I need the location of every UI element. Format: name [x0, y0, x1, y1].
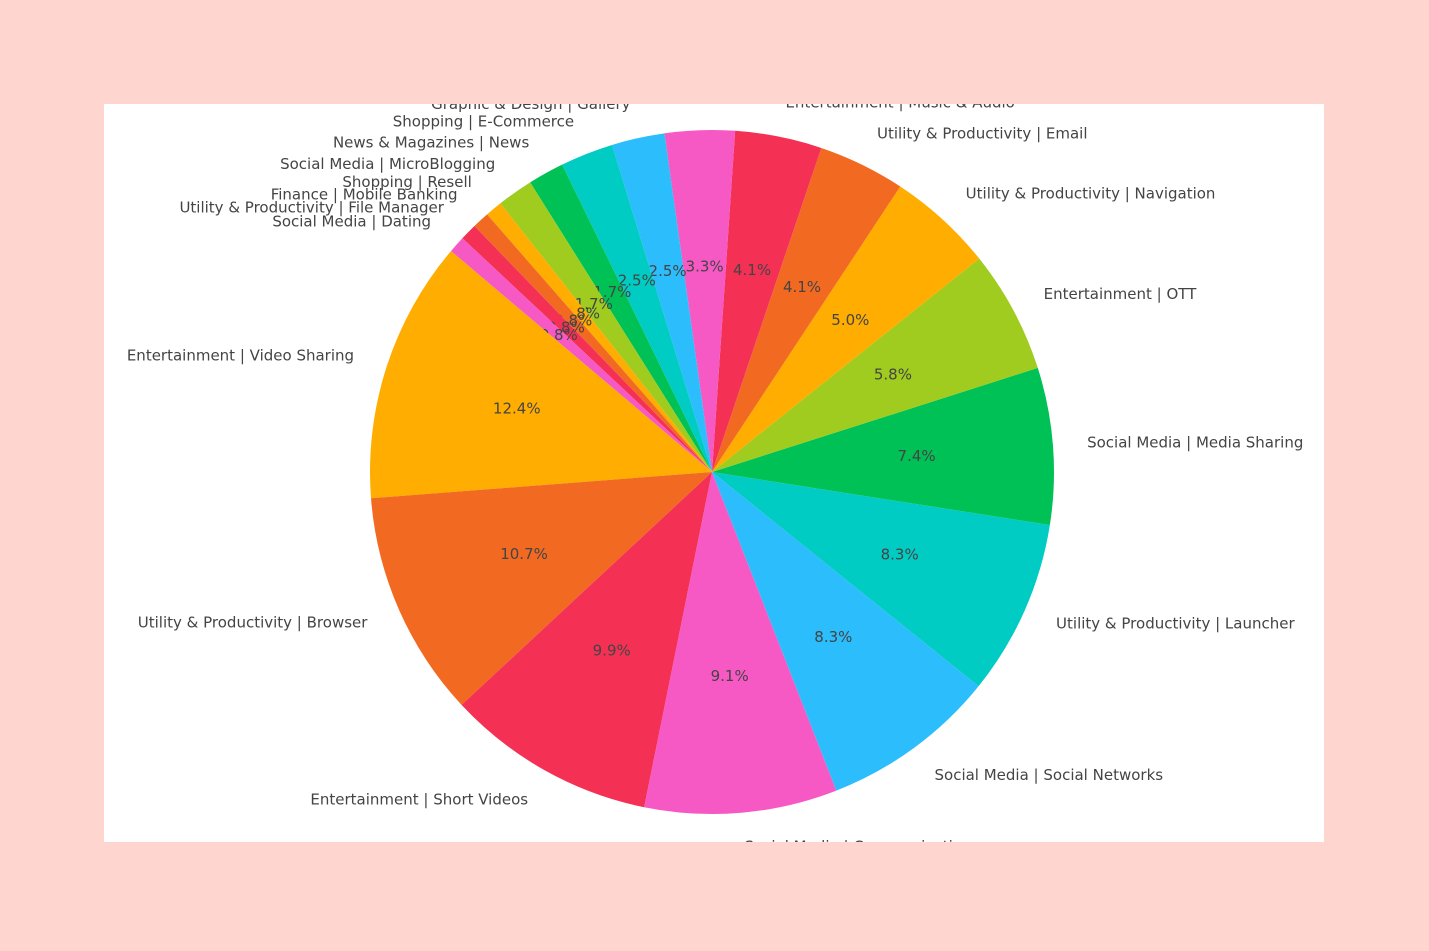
- value-label: 9.1%: [711, 667, 749, 685]
- slice-label: Social Media | MicroBlogging: [280, 155, 495, 173]
- slice-label: Social Media | Dating: [272, 212, 431, 230]
- value-label: 5.0%: [831, 311, 869, 329]
- slice-label: Utility & Productivity | Email: [877, 124, 1087, 142]
- slice-label: Graphic & Design | Gallery: [431, 95, 631, 113]
- slice-label: Entertainment | Short Videos: [310, 791, 528, 809]
- pie-slice: [712, 258, 1038, 472]
- slice-label: Finance | Mobile Banking: [271, 185, 458, 203]
- pie-slice: [461, 472, 712, 808]
- value-label: 9.9%: [593, 642, 631, 660]
- pie-slice: [712, 472, 979, 791]
- value-label: 12.4%: [493, 399, 541, 417]
- value-label: 5.8%: [874, 366, 912, 384]
- pie-slice: [712, 130, 822, 472]
- slice-label: News & Magazines | News: [333, 134, 530, 152]
- pie-slice: [371, 472, 712, 705]
- pie-slice: [530, 164, 712, 473]
- pie-slice: [712, 367, 1054, 526]
- value-label: 10.7%: [500, 545, 548, 563]
- pie-slice: [450, 238, 712, 472]
- value-label: 8.3%: [814, 628, 852, 646]
- pie-slice: [712, 186, 980, 472]
- slice-label: Utility & Productivity | Launcher: [1056, 615, 1295, 633]
- pie-slice: [712, 147, 901, 472]
- slice-label: Entertainment | Video Sharing: [127, 347, 354, 365]
- slice-label: Social Media | Social Networks: [935, 766, 1164, 784]
- slice-label: Entertainment | Music & Audio: [785, 94, 1014, 112]
- slice-label: Shopping | Resell: [342, 173, 471, 191]
- pie-slice: [664, 130, 736, 472]
- slice-label: Utility & Productivity | Navigation: [966, 185, 1216, 203]
- value-label: 4.1%: [783, 278, 821, 296]
- value-label: 4.1%: [733, 261, 771, 279]
- pie-slice: [644, 472, 837, 814]
- value-label: 7.4%: [898, 447, 936, 465]
- value-label: 1.7%: [593, 283, 631, 301]
- slice-label: Social Media | Media Sharing: [1087, 434, 1303, 452]
- pie-slice: [712, 472, 1050, 687]
- slice-label: Utility & Productivity | File Manager: [179, 199, 444, 217]
- value-label: 1.7%: [575, 295, 613, 313]
- value-label: 3.3%: [686, 257, 724, 275]
- slice-label: Social Media | Communication: [744, 837, 971, 855]
- value-label: 2.5%: [618, 272, 656, 290]
- value-label: 8.3%: [881, 546, 919, 564]
- value-label: 2.5%: [649, 262, 687, 280]
- pie-slice: [562, 144, 712, 472]
- pie-slice: [500, 182, 712, 472]
- plot-area: 8.3% Utility & Productivity | Launcher 7.4…: [127, 94, 1304, 855]
- pie-slice: [487, 203, 712, 473]
- pie-slice: [462, 225, 712, 472]
- slice-label: Shopping | E-Commerce: [393, 112, 574, 130]
- slice-label: Entertainment | OTT: [1044, 285, 1198, 303]
- slice-label: Utility & Productivity | Browser: [138, 613, 368, 631]
- pie-slice: [370, 251, 712, 499]
- pie-slice: [474, 214, 712, 473]
- pie-slice: [612, 133, 712, 473]
